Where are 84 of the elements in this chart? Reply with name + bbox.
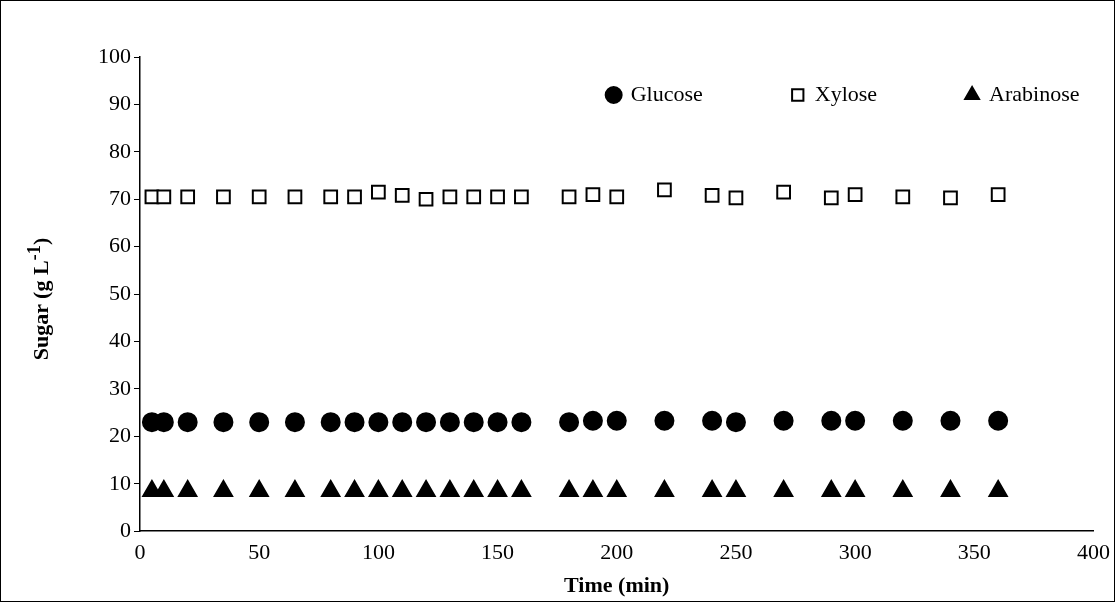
point — [990, 187, 1006, 202]
legend-label: Xylose — [814, 80, 878, 106]
x-axis-title: Time (min) — [564, 572, 670, 598]
point — [893, 479, 913, 497]
point — [285, 479, 305, 497]
legend-label: Arabinose — [989, 80, 1080, 106]
y-tick-label: 70 — [109, 185, 131, 211]
point — [561, 189, 577, 205]
point — [344, 479, 365, 497]
point — [156, 189, 172, 205]
x-tick-label: 250 — [719, 539, 753, 565]
x-tick-label: 150 — [481, 539, 515, 565]
point — [940, 479, 961, 497]
point — [418, 191, 434, 207]
y-tick-label: 50 — [109, 279, 131, 305]
y-tick-label: 60 — [109, 232, 131, 258]
point — [895, 189, 911, 205]
point — [511, 479, 532, 497]
point — [845, 479, 865, 497]
x-tick-label: 100 — [361, 539, 395, 565]
point — [773, 410, 794, 431]
point — [583, 479, 603, 497]
point — [845, 410, 866, 431]
y-tick-label: 90 — [109, 90, 131, 116]
point — [702, 410, 723, 431]
point — [559, 479, 579, 497]
point — [704, 188, 720, 203]
point — [487, 479, 508, 497]
point — [249, 479, 269, 497]
point — [606, 410, 627, 431]
point — [657, 182, 672, 198]
point — [180, 189, 196, 205]
legend-label: Glucose — [630, 80, 703, 106]
x-tick-label: 300 — [838, 539, 872, 565]
x-tick-label: 350 — [957, 539, 991, 565]
point — [392, 479, 412, 497]
point — [728, 190, 744, 206]
point — [178, 479, 198, 497]
y-tick-label: 100 — [98, 42, 131, 68]
y-tick-label: 0 — [120, 516, 131, 542]
point — [368, 479, 389, 497]
point — [702, 479, 722, 497]
point — [585, 187, 601, 202]
point — [394, 188, 410, 203]
point — [213, 479, 234, 497]
point — [821, 410, 842, 431]
y-tick-label: 40 — [109, 327, 131, 353]
point — [726, 479, 746, 497]
x-tick-label: 400 — [1077, 539, 1110, 565]
x-tick-label: 50 — [248, 539, 271, 565]
x-tick-label: 200 — [600, 539, 634, 565]
point — [821, 479, 841, 497]
point — [940, 410, 961, 431]
point — [582, 410, 603, 431]
point — [466, 189, 482, 205]
point — [490, 189, 505, 205]
y-tick-label: 30 — [109, 374, 131, 400]
point — [371, 184, 386, 200]
point — [251, 189, 267, 205]
point — [823, 190, 839, 206]
point — [988, 410, 1009, 431]
point — [892, 410, 913, 431]
point — [654, 410, 675, 431]
point — [776, 184, 791, 200]
point — [514, 189, 529, 205]
point — [442, 189, 458, 205]
point — [654, 479, 675, 497]
point — [321, 479, 341, 497]
point — [609, 189, 625, 205]
point — [440, 479, 460, 497]
point — [773, 479, 794, 497]
point — [416, 479, 436, 497]
point — [847, 187, 863, 202]
y-tick-label: 20 — [109, 422, 131, 448]
point — [988, 479, 1008, 497]
point — [287, 189, 303, 205]
y-tick-label: 10 — [109, 469, 131, 495]
point — [323, 189, 339, 205]
point — [943, 190, 958, 206]
point — [464, 479, 484, 497]
point — [607, 479, 627, 497]
point — [347, 189, 362, 205]
point — [216, 189, 231, 205]
y-tick-label: 80 — [109, 137, 131, 163]
